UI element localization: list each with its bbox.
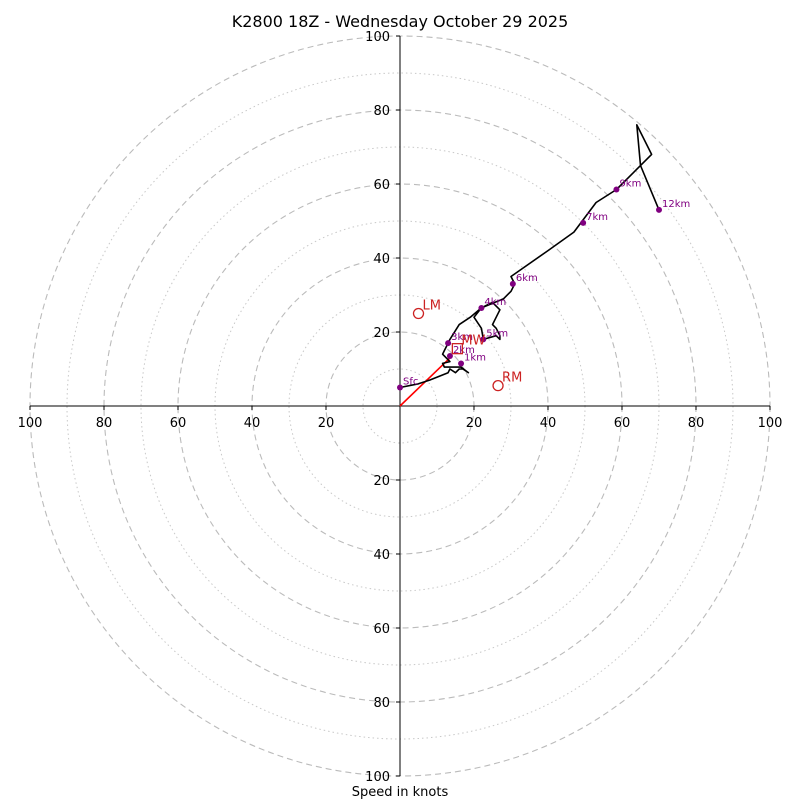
height-label-sfc: Sfc [403, 377, 418, 388]
height-label-6km: 6km [516, 273, 538, 284]
height-point-7km [580, 219, 587, 226]
y-tick-label: 80 [373, 104, 390, 119]
x-tick-label: 40 [244, 416, 261, 431]
x-tick-label: 100 [18, 416, 43, 431]
storm-motion-lm-marker [412, 307, 425, 320]
y-tick-label: 20 [373, 326, 390, 341]
height-point-sfc [397, 384, 403, 391]
x-tick-label: 80 [96, 416, 113, 431]
height-point-6km [509, 280, 516, 287]
height-point-4km [478, 304, 485, 311]
x-tick-label: 100 [758, 416, 783, 431]
height-point-9km [613, 186, 620, 193]
y-tick-label: 100 [365, 770, 390, 785]
height-label-7km: 7km [586, 212, 608, 223]
x-tick-label: 40 [540, 416, 557, 431]
x-tick-label: 60 [170, 416, 187, 431]
height-label-4km: 4km [484, 297, 506, 308]
wind-profile-layer [399, 124, 660, 389]
storm-motion-mw-marker [451, 342, 464, 355]
storm-motion-rm-marker [492, 379, 504, 392]
height-point-2km [446, 353, 453, 360]
storm-motions-layer: LM MW RM [412, 299, 522, 392]
y-tick-label: 80 [373, 696, 390, 711]
height-label-9km: 9km [619, 179, 641, 190]
height-label-12km: 12km [662, 199, 690, 210]
height-point-5km [480, 336, 487, 343]
x-axis-label: Speed in knots [352, 785, 449, 800]
y-tick-label: 60 [373, 178, 390, 193]
storm-motion-lm-label: LM [423, 299, 441, 314]
x-tick-label: 80 [688, 416, 705, 431]
chart-title: K2800 18Z - Wednesday October 29 2025 [232, 12, 569, 31]
y-tick-label: 20 [373, 474, 390, 489]
wind-profile-line [399, 124, 660, 389]
x-tick-label: 20 [318, 416, 335, 431]
height-point-1km [458, 360, 465, 367]
height-label-5km: 5km [486, 328, 508, 339]
x-tick-label: 60 [614, 416, 631, 431]
y-tick-label: 60 [373, 622, 390, 637]
height-label-1km: 1km [464, 352, 486, 363]
height-label-3km: 3km [451, 332, 473, 343]
height-point-3km [445, 340, 452, 347]
y-tick-label: 100 [365, 30, 390, 45]
height-label-2km: 2km [453, 345, 475, 356]
storm-motion-mw-label: MW [461, 334, 485, 349]
height-point-12km [656, 206, 662, 213]
y-tick-label: 40 [373, 548, 390, 563]
y-tick-label: 40 [373, 252, 390, 267]
axis-ticks: 100 100 80 80 60 60 40 40 20 20 20 20 40 40 60 60 80 80 10… [18, 30, 783, 785]
storm-motion-rm-label: RM [502, 371, 522, 386]
x-tick-label: 20 [466, 416, 483, 431]
